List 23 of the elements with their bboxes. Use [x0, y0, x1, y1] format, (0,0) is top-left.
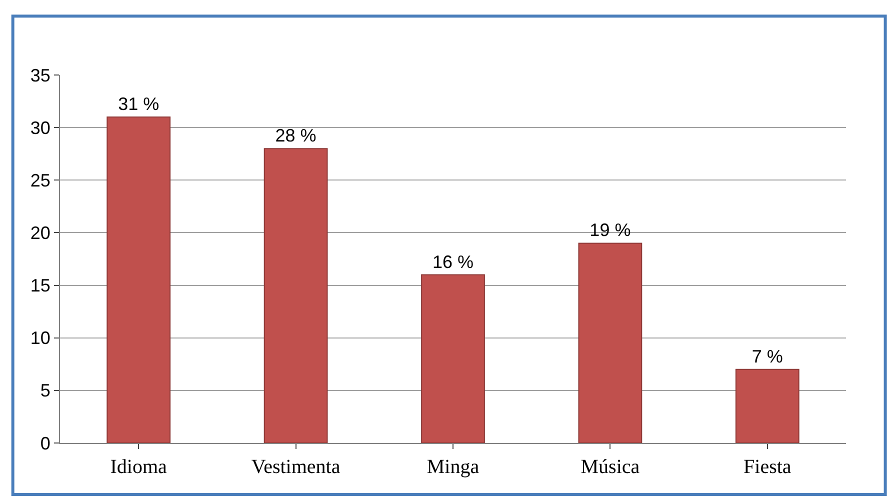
y-tick-label: 15	[30, 276, 50, 296]
data-label: 7 %	[752, 346, 783, 366]
y-tick-label: 20	[30, 223, 50, 244]
data-label: 19 %	[590, 220, 631, 240]
data-label: 28 %	[275, 126, 316, 146]
y-tick-label: 25	[30, 170, 50, 190]
y-tick-label: 0	[40, 433, 50, 454]
bar	[264, 148, 328, 443]
bar	[578, 242, 642, 443]
x-tick-label: Idioma	[110, 456, 168, 478]
y-tick-label: 10	[30, 328, 50, 348]
bar	[106, 116, 171, 443]
x-tick-label: Música	[580, 456, 640, 478]
y-tick-label: 5	[40, 380, 50, 401]
bar	[735, 368, 800, 443]
data-label: 31 %	[118, 94, 160, 114]
x-tick-label: Fiesta	[744, 456, 792, 478]
x-tick-label: Minga	[426, 456, 480, 478]
y-tick-label: 30	[30, 118, 50, 138]
data-label: 16 %	[432, 252, 474, 272]
bar	[421, 274, 485, 443]
x-tick-label: Vestimenta	[251, 456, 340, 478]
y-tick-label: 35	[30, 65, 50, 86]
